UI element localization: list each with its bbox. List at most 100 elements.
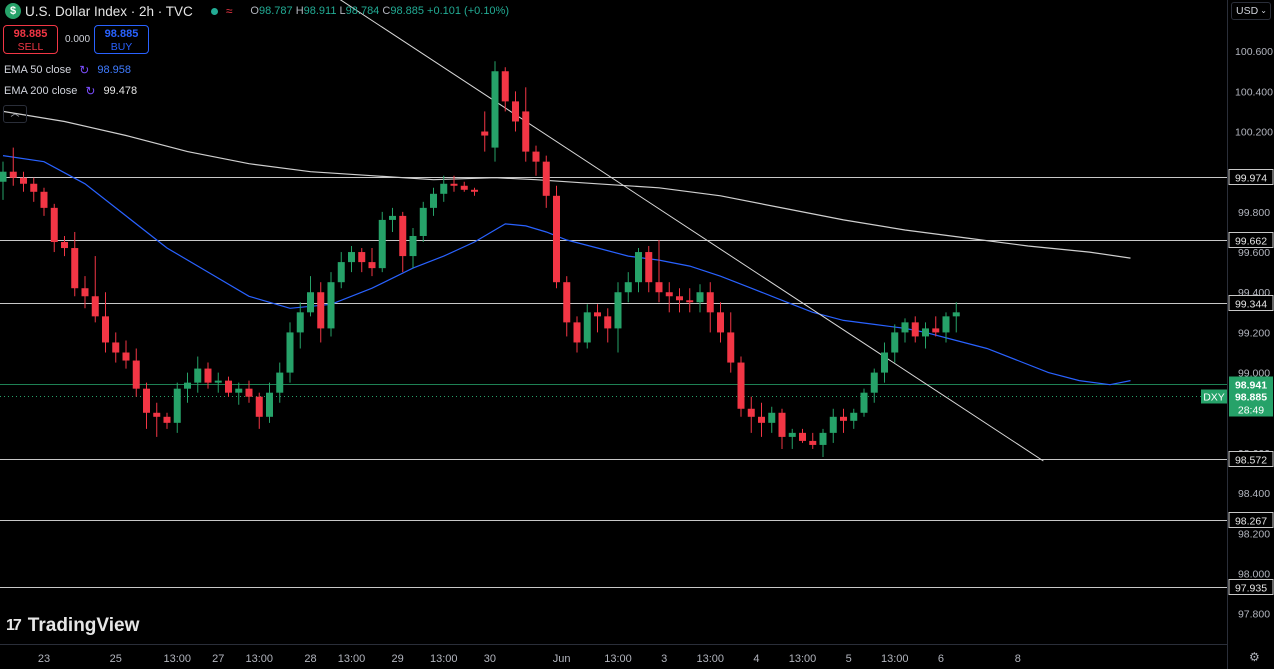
level-label: 99.344: [1235, 299, 1267, 311]
candle-body: [870, 372, 878, 393]
sell-button[interactable]: 98.885 SELL: [3, 25, 58, 54]
candle-body: [173, 388, 181, 423]
y-tick-label: 100.600: [1235, 46, 1273, 58]
level-badge: [1228, 232, 1274, 248]
indicator-ema200[interactable]: EMA 200 close ↻ 99.478: [4, 84, 138, 98]
candle-body: [727, 332, 735, 363]
symbol-title[interactable]: U.S. Dollar Index · 2h · TVC: [25, 3, 193, 19]
x-tick-label: 13:00: [163, 653, 191, 665]
candle-body: [122, 352, 130, 361]
tradingview-mark-icon: 17: [6, 617, 22, 634]
candle-body: [163, 416, 171, 423]
collapse-indicators-button[interactable]: ︿: [3, 105, 27, 123]
delayed-data-icon: ≈: [225, 4, 233, 18]
tradingview-logo[interactable]: 17 TradingView: [6, 615, 140, 636]
y-tick-label: 98.000: [1238, 569, 1270, 581]
x-tick-label: 8: [1015, 653, 1021, 665]
candle-body: [829, 416, 837, 433]
candle-body: [932, 328, 940, 333]
ema50-line: [2, 155, 1131, 386]
symbol-label: DXY: [1203, 392, 1225, 404]
candle-body: [542, 161, 550, 196]
candle-body: [799, 432, 806, 441]
level-badge: [1228, 512, 1274, 528]
chevron-down-icon: ⌄: [1260, 6, 1267, 15]
candle-body: [307, 292, 314, 313]
current-price-badge: [1229, 389, 1273, 417]
candle-body: [389, 215, 396, 220]
buy-button[interactable]: 98.885 BUY: [94, 25, 149, 54]
candle-body: [286, 332, 294, 373]
x-axis-ticks: 23 25 13:00 27 13:00 28 13:00 29 13:00 30 Jun 13:00…: [38, 653, 1021, 665]
candle-body: [686, 300, 694, 303]
candle-body: [430, 193, 437, 208]
candle-body: [71, 248, 79, 289]
level-badge: [1229, 376, 1273, 392]
candle-body: [440, 183, 448, 194]
x-tick-label: 28: [304, 653, 316, 665]
candle-body: [717, 312, 724, 333]
level-label: 98.267: [1235, 516, 1267, 528]
candle-body: [266, 392, 273, 417]
x-tick-label: 27: [212, 653, 224, 665]
x-tick-label: 25: [110, 653, 122, 665]
candle-body: [512, 101, 519, 122]
x-tick-label: 13:00: [245, 653, 273, 665]
indicator-ema50[interactable]: EMA 50 close ↻ 98.958: [4, 63, 131, 77]
x-tick-label: 13:00: [338, 653, 366, 665]
candle-body: [911, 322, 919, 337]
ema200-line: [2, 110, 1131, 259]
candle-body: [573, 322, 581, 343]
candle-body: [522, 111, 530, 152]
candle-body: [348, 252, 355, 263]
candle-body: [635, 252, 642, 283]
y-tick-label: 99.200: [1238, 327, 1270, 339]
y-tick-label: 99.800: [1238, 207, 1270, 219]
candle-body: [860, 392, 868, 413]
candle-body: [204, 368, 212, 383]
candle-body: [706, 292, 714, 313]
trendline-path: [339, 0, 1044, 462]
candle-body: [91, 296, 99, 317]
candle-body: [676, 296, 683, 301]
spread-value: 0.000: [65, 34, 91, 45]
y-tick-label: 100.200: [1235, 127, 1273, 139]
candle-body: [327, 282, 335, 329]
chart-header: $ U.S. Dollar Index · 2h · TVC ≈ O98.787…: [0, 0, 509, 22]
candle-body: [153, 412, 161, 417]
candle-body: [317, 292, 325, 329]
candle-body: [819, 432, 827, 445]
currency-select[interactable]: USD ⌄: [1231, 2, 1271, 20]
level-label: 99.662: [1235, 236, 1267, 248]
candle-body: [788, 432, 796, 437]
y-axis-ticks: 100.600100.400100.20099.80099.60099.4009…: [1235, 46, 1273, 621]
candle-body: [583, 312, 591, 343]
candle-body: [532, 151, 540, 162]
candle-body: [942, 316, 950, 333]
candle-body: [296, 312, 304, 333]
x-tick-label: 23: [38, 653, 50, 665]
candle-body: [809, 440, 817, 445]
y-tick-label: 97.800: [1238, 609, 1270, 621]
candle-body: [214, 380, 222, 383]
y-tick-label: 98.200: [1238, 528, 1270, 540]
ohlc-readout: O98.787 H98.911 L98.784 C98.885 +0.101 (…: [250, 5, 509, 17]
trendline[interactable]: [321, 0, 1044, 462]
candle-body: [225, 380, 232, 393]
candle-body: [614, 292, 622, 329]
symbol-badge: [1201, 389, 1227, 404]
candle-body: [922, 328, 929, 337]
candle-body: [952, 312, 960, 317]
candle-body: [409, 235, 417, 257]
candle-body: [471, 189, 478, 192]
candle-body: [40, 191, 48, 208]
level-label: 98.941: [1235, 380, 1267, 392]
candle-body: [665, 292, 673, 297]
gear-icon[interactable]: ⚙: [1249, 650, 1260, 664]
candle-body: [450, 183, 458, 186]
x-tick-label: 13:00: [696, 653, 724, 665]
candle-body: [737, 362, 745, 409]
x-tick-label: 30: [484, 653, 496, 665]
buy-price: 98.885: [104, 28, 139, 40]
